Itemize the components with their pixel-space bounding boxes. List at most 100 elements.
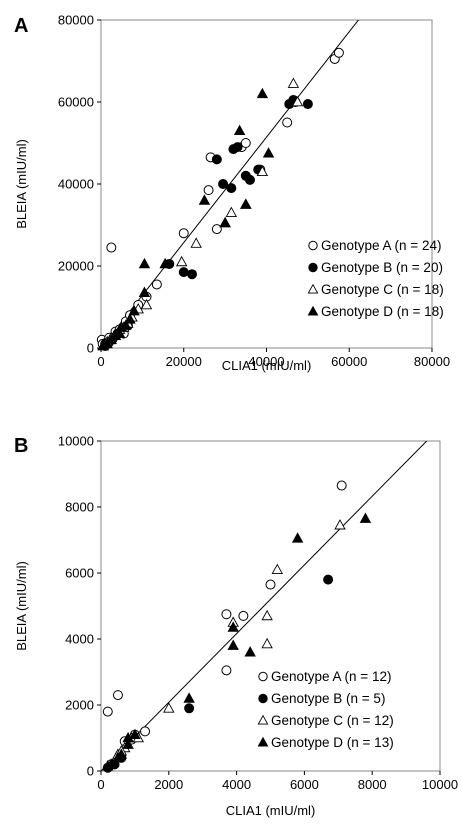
y-tick-label: 4000 xyxy=(65,632,94,647)
x-tick-label: 80000 xyxy=(414,354,450,369)
data-point xyxy=(113,327,126,338)
legend-label: Genotype D (n = 18) xyxy=(321,304,444,319)
y-axis-label: BLEIA (mIU/ml) xyxy=(14,561,29,651)
legend-marker xyxy=(308,262,318,273)
x-tick-label: 20000 xyxy=(166,354,202,369)
data-point xyxy=(190,237,202,248)
data-point xyxy=(175,255,188,267)
data-point xyxy=(221,609,232,620)
data-point xyxy=(178,267,189,278)
y-tick-label: 2000 xyxy=(65,698,94,713)
data-point xyxy=(211,224,222,235)
y-tick-label: 60000 xyxy=(58,95,94,110)
data-point xyxy=(271,563,283,574)
data-point xyxy=(302,99,313,110)
x-tick-label: 0 xyxy=(97,354,104,369)
legend-marker xyxy=(258,693,268,704)
legend-marker xyxy=(258,671,268,682)
data-point xyxy=(105,758,117,769)
data-point xyxy=(232,142,243,153)
data-point xyxy=(262,147,275,158)
data-point xyxy=(227,621,239,632)
data-point xyxy=(240,198,252,209)
data-point xyxy=(115,748,128,759)
y-tick-label: 0 xyxy=(87,341,94,356)
data-point xyxy=(291,532,304,543)
data-point xyxy=(323,574,334,585)
data-point xyxy=(138,286,151,297)
x-tick-label: 40000 xyxy=(248,354,284,369)
legend-marker xyxy=(307,283,319,294)
plot-area-border xyxy=(100,440,441,772)
data-point xyxy=(233,124,246,135)
x-tick-label: 60000 xyxy=(331,354,367,369)
data-point xyxy=(140,298,153,310)
data-point xyxy=(261,609,273,621)
data-point xyxy=(102,706,113,717)
series-3 xyxy=(97,77,304,351)
data-point xyxy=(336,480,347,491)
data-point xyxy=(334,519,346,530)
data-point xyxy=(211,154,222,165)
data-point xyxy=(129,728,141,739)
data-point xyxy=(187,269,198,280)
legend-label: Genotype B (n = 20) xyxy=(321,260,443,275)
x-tick-label: 0 xyxy=(97,777,104,792)
series-4 xyxy=(97,87,275,351)
legend-marker xyxy=(257,714,269,725)
legend-label: Genotype C (n = 12) xyxy=(271,713,394,728)
y-tick-label: 10000 xyxy=(58,434,94,449)
legend-marker xyxy=(257,736,269,747)
y-tick-label: 20000 xyxy=(58,259,94,274)
data-point xyxy=(291,95,304,107)
data-point xyxy=(138,257,151,269)
legend-marker xyxy=(307,305,319,316)
data-point xyxy=(120,319,132,330)
data-point xyxy=(238,610,249,621)
y-axis-label: BLEIA (mIU/ml) xyxy=(14,139,29,229)
data-point xyxy=(225,206,238,217)
x-tick-label: 8000 xyxy=(358,777,387,792)
data-point xyxy=(159,257,171,269)
data-point xyxy=(227,639,239,650)
data-point xyxy=(256,165,269,176)
data-point xyxy=(244,646,256,657)
legend: Genotype A (n = 24) Genotype B (n = 20) Ge… xyxy=(307,238,444,319)
data-point xyxy=(203,185,214,196)
data-point xyxy=(178,228,189,239)
series-1 xyxy=(96,47,344,351)
legend-label: Genotype C (n = 18) xyxy=(321,282,444,297)
data-point xyxy=(218,179,229,189)
data-point xyxy=(265,579,276,590)
data-point xyxy=(128,305,140,316)
y-tick-label: 80000 xyxy=(58,13,94,28)
data-point xyxy=(219,216,231,228)
series-4 xyxy=(102,512,372,771)
data-point xyxy=(140,726,151,737)
y-tick-label: 8000 xyxy=(65,500,94,515)
y-tick-label: 40000 xyxy=(58,177,94,192)
x-tick-label: 4000 xyxy=(222,777,251,792)
data-point xyxy=(287,77,300,88)
data-point xyxy=(198,194,211,205)
x-axis-label: CLIA1 (mIU/ml) xyxy=(222,358,312,373)
data-point xyxy=(124,313,136,324)
x-axis-label: CLIA1 (mIU/ml) xyxy=(226,803,316,818)
panel-a: A 0 20000 40000 60000 80000 0 20000 40000 60000 80… xyxy=(14,13,450,374)
data-point xyxy=(226,183,237,194)
x-tick-label: 10000 xyxy=(422,777,458,792)
data-point xyxy=(122,738,134,749)
data-point xyxy=(151,279,162,290)
legend-label: Genotype B (n = 5) xyxy=(271,691,385,706)
panel-b: B 0 2000 4000 6000 8000 10000 0 2000 4000 6000 8000… xyxy=(14,434,458,819)
x-tick-label: 6000 xyxy=(290,777,319,792)
legend-label: Genotype D (n = 13) xyxy=(271,735,394,750)
data-point xyxy=(240,138,251,148)
regression-line xyxy=(101,20,360,348)
x-tick-label: 2000 xyxy=(154,777,183,792)
data-point xyxy=(333,47,344,58)
panel-letter: A xyxy=(14,15,28,37)
data-point xyxy=(106,242,117,253)
data-point xyxy=(112,690,123,701)
